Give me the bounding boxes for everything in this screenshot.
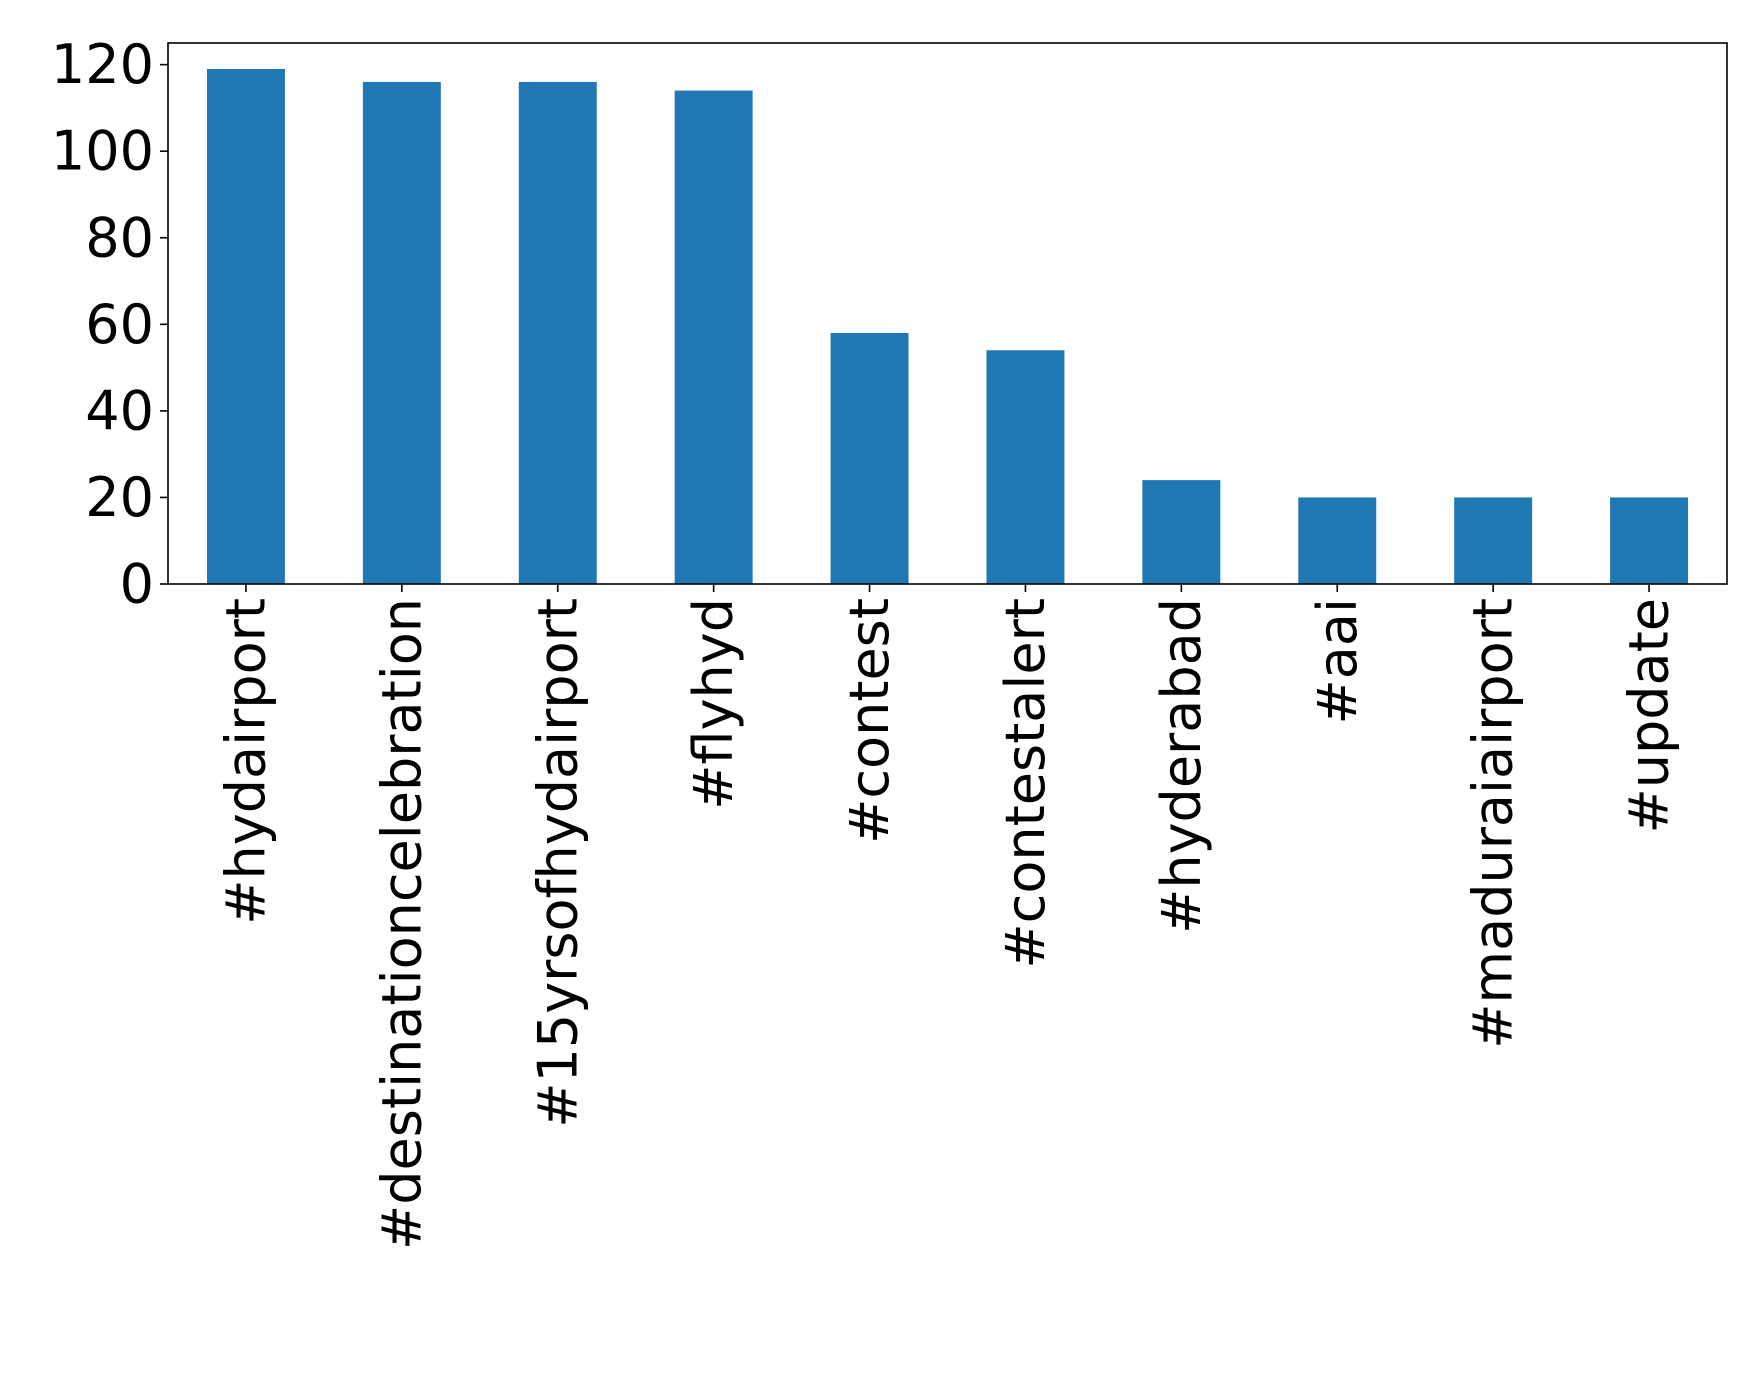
y-tick-label: 100 (51, 120, 154, 183)
y-tick-label: 0 (120, 553, 154, 616)
plot-frame (167, 42, 1728, 585)
y-tick-label: 60 (85, 293, 154, 356)
x-tick-label: #15yrsofhydairport (526, 598, 589, 1128)
y-tick-label: 40 (85, 379, 154, 442)
bar-destinationcelebration (362, 81, 441, 585)
bars-layer (206, 68, 1689, 585)
bar-15yrsofhydairport (518, 81, 597, 585)
x-tick-label: #update (1618, 598, 1681, 834)
x-tick-label: #maduraiairport (1462, 598, 1525, 1049)
bar-maduraiairport (1454, 497, 1533, 584)
bar-hydairport (206, 68, 285, 584)
x-tick-label: #contestalert (994, 598, 1057, 969)
x-tick-label: #flyhyd (682, 598, 745, 810)
y-tick-label: 80 (85, 206, 154, 269)
bar-update (1610, 497, 1689, 584)
bar-flyhyd (674, 90, 753, 584)
bar-hyderabad (1142, 480, 1221, 584)
x-tick-label: #destinationcelebration (370, 598, 433, 1250)
y-axis: 0 20 40 60 80 100 120 (51, 33, 168, 616)
x-tick-label: #hydairport (214, 598, 277, 925)
x-axis: #hydairport #destinationcelebration #15yrs… (214, 584, 1681, 1250)
x-tick-label: #aai (1306, 598, 1369, 724)
bar-contest (830, 332, 909, 584)
bar-contestalert (986, 350, 1065, 584)
bar-aai (1298, 497, 1377, 584)
y-tick-label: 120 (51, 33, 154, 96)
x-tick-label: #contest (838, 598, 901, 844)
x-tick-label: #hyderabad (1150, 598, 1213, 934)
y-tick-label: 20 (85, 466, 154, 529)
